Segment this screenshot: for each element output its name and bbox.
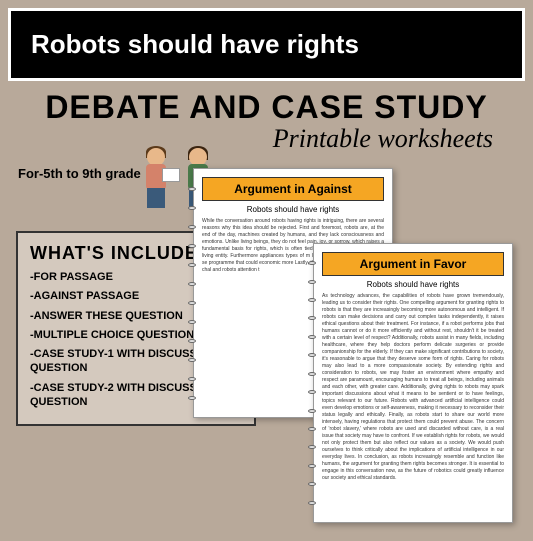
ws1-subtitle: Robots should have rights [202,205,384,214]
ws2-header: Argument in Favor [322,252,504,276]
ws2-subtitle: Robots should have rights [322,280,504,289]
ws1-header: Argument in Against [202,177,384,201]
main-heading: DEBATE AND CASE STUDY [0,89,533,126]
worksheet-favor: Argument in Favor Robots should have rig… [313,243,513,523]
subtitle: Printable worksheets [0,124,493,154]
ws2-body: As technology advances, the capabilities… [322,293,504,482]
title-banner: Robots should have rights [8,8,525,81]
